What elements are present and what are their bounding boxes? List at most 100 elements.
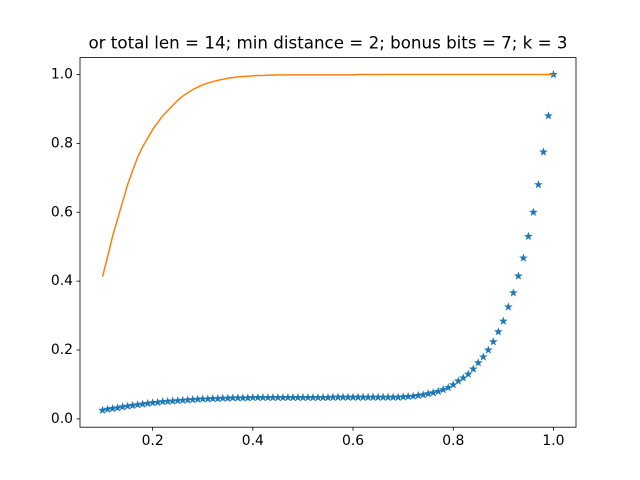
star-marker xyxy=(498,316,508,325)
star-marker xyxy=(423,389,433,398)
star-marker xyxy=(208,394,218,403)
star-marker xyxy=(333,392,343,401)
star-marker xyxy=(398,392,408,401)
star-marker xyxy=(193,394,203,404)
x-tick-label: 0.2 xyxy=(142,433,164,449)
star-marker xyxy=(343,392,353,401)
star-marker xyxy=(238,393,248,402)
star-marker xyxy=(203,394,213,403)
star-marker xyxy=(363,392,373,401)
x-tick-label: 1.0 xyxy=(542,433,564,449)
x-tick-label: 0.4 xyxy=(242,433,264,449)
star-marker xyxy=(258,392,268,402)
star-marker xyxy=(103,404,112,414)
star-marker xyxy=(368,392,378,401)
star-marker xyxy=(433,386,443,396)
y-tick-label: 0.2 xyxy=(51,342,73,358)
star-marker xyxy=(448,380,458,389)
star-marker xyxy=(428,388,438,397)
star-marker xyxy=(524,231,533,241)
star-marker xyxy=(248,392,258,402)
y-tick-label: 0.8 xyxy=(51,135,73,151)
star-marker xyxy=(178,395,188,405)
star-marker xyxy=(463,369,473,378)
star-marker xyxy=(223,393,233,402)
star-marker xyxy=(393,392,403,401)
star-marker xyxy=(413,390,423,400)
star-marker xyxy=(148,398,158,407)
star-marker xyxy=(519,253,528,262)
star-marker xyxy=(273,392,283,402)
star-marker xyxy=(493,327,503,336)
star-marker xyxy=(318,392,328,402)
star-marker xyxy=(228,393,238,402)
x-tick-label: 0.8 xyxy=(442,433,464,449)
star-marker xyxy=(458,373,468,382)
star-marker xyxy=(268,392,278,402)
star-marker xyxy=(183,395,193,404)
y-tick-label: 0.6 xyxy=(51,204,73,220)
star-marker xyxy=(353,392,363,401)
star-marker xyxy=(128,400,137,410)
star-marker xyxy=(138,399,147,408)
star-marker xyxy=(278,392,288,402)
star-marker xyxy=(418,390,428,399)
star-marker xyxy=(453,376,463,385)
star-marker xyxy=(308,392,318,402)
star-marker xyxy=(509,288,518,297)
star-marker xyxy=(539,147,548,156)
star-marker xyxy=(503,302,513,311)
star-marker xyxy=(123,401,132,410)
star-marker xyxy=(108,404,117,413)
star-marker xyxy=(158,397,168,406)
star-marker xyxy=(168,396,178,405)
chart-title: or total len = 14; min distance = 2; bon… xyxy=(88,33,567,53)
star-marker xyxy=(443,382,453,392)
star-marker xyxy=(218,393,228,402)
star-marker xyxy=(328,392,338,401)
star-marker xyxy=(388,392,398,401)
star-marker xyxy=(373,392,383,401)
star-marker xyxy=(153,397,163,407)
star-marker xyxy=(338,392,348,401)
star-marker xyxy=(198,394,208,403)
star-marker xyxy=(478,352,488,361)
star-marker xyxy=(383,392,393,401)
star-marker xyxy=(253,392,263,402)
star-marker xyxy=(408,391,418,400)
star-marker xyxy=(438,385,448,394)
star-marker xyxy=(348,392,358,401)
star-marker xyxy=(468,364,478,373)
star-marker xyxy=(534,180,543,189)
star-marker xyxy=(173,396,183,405)
star-marker xyxy=(188,395,198,404)
star-marker xyxy=(288,392,298,402)
star-marker xyxy=(514,271,523,280)
star-marker xyxy=(473,358,483,367)
star-marker xyxy=(313,392,323,402)
star-marker xyxy=(118,402,127,411)
star-marker xyxy=(529,207,538,216)
x-tick-label: 0.6 xyxy=(342,433,364,449)
star-marker xyxy=(293,392,303,402)
star-marker xyxy=(233,393,243,402)
star-marker xyxy=(488,337,498,346)
star-marker xyxy=(163,396,173,406)
line xyxy=(101,73,554,277)
star-marker xyxy=(98,405,107,415)
star-marker xyxy=(283,392,293,402)
y-tick-label: 1.0 xyxy=(51,66,73,82)
star-marker xyxy=(378,392,388,401)
star-marker xyxy=(243,393,253,402)
star-marker xyxy=(549,69,558,79)
star-marker xyxy=(213,394,223,403)
y-tick-label: 0.4 xyxy=(51,273,73,289)
star-marker xyxy=(358,392,368,401)
axes-frame xyxy=(79,57,577,428)
star-marker xyxy=(298,392,308,402)
star-marker xyxy=(303,392,313,402)
y-tick-label: 0.0 xyxy=(51,411,73,427)
star-marker xyxy=(544,111,553,120)
star-marker xyxy=(143,398,153,408)
star-marker xyxy=(113,403,122,412)
